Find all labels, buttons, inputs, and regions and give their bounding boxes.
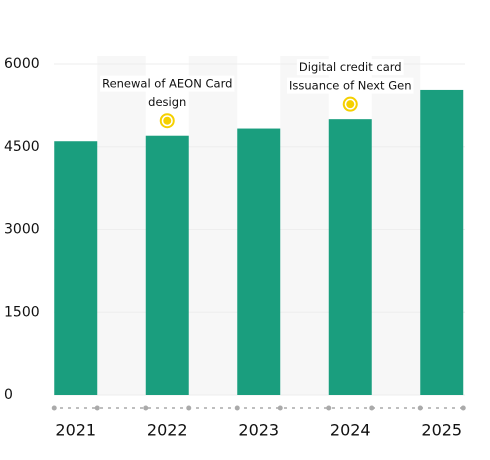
annotation-marker [346, 100, 355, 109]
bar [54, 141, 98, 395]
annotation-text: Issuance of Next Gen [289, 79, 412, 93]
y-tick-label: 6000 [4, 56, 40, 72]
background-band [97, 56, 146, 395]
annotation-text: Digital credit card [299, 60, 402, 74]
y-tick-label: 4500 [4, 139, 40, 155]
axis-dot [417, 405, 423, 411]
background-band [371, 56, 421, 395]
annotation-bg [100, 75, 235, 92]
axis-dot [326, 405, 332, 411]
annotation-bg [286, 77, 414, 94]
annotation-bg [146, 94, 189, 111]
x-tick-label: 2023 [238, 421, 279, 440]
bar [420, 89, 464, 395]
x-tick-label: 2025 [421, 421, 462, 440]
x-tick-label: 2021 [55, 421, 96, 440]
bar [145, 135, 189, 395]
x-tick-label: 2024 [330, 421, 371, 440]
axis-dot [234, 405, 240, 411]
y-tick-label: 0 [4, 387, 13, 403]
axis-dot [94, 405, 100, 411]
background-band [188, 56, 238, 395]
bar [328, 119, 372, 396]
annotation-marker [163, 116, 172, 125]
annotation-bg [296, 59, 404, 76]
axis-dot [143, 405, 149, 411]
y-tick-label: 1500 [4, 304, 40, 320]
axis-dot [460, 405, 466, 411]
x-tick-label: 2022 [147, 421, 188, 440]
axis-dot [51, 405, 57, 411]
annotation-text: Renewal of AEON Card [102, 77, 232, 91]
axis-dot [369, 405, 375, 411]
axis-dot [277, 405, 283, 411]
axis-dot [186, 405, 192, 411]
y-tick-label: 3000 [4, 222, 40, 238]
bar [237, 128, 281, 396]
background-band [280, 56, 329, 395]
annotation-text: design [148, 95, 186, 109]
